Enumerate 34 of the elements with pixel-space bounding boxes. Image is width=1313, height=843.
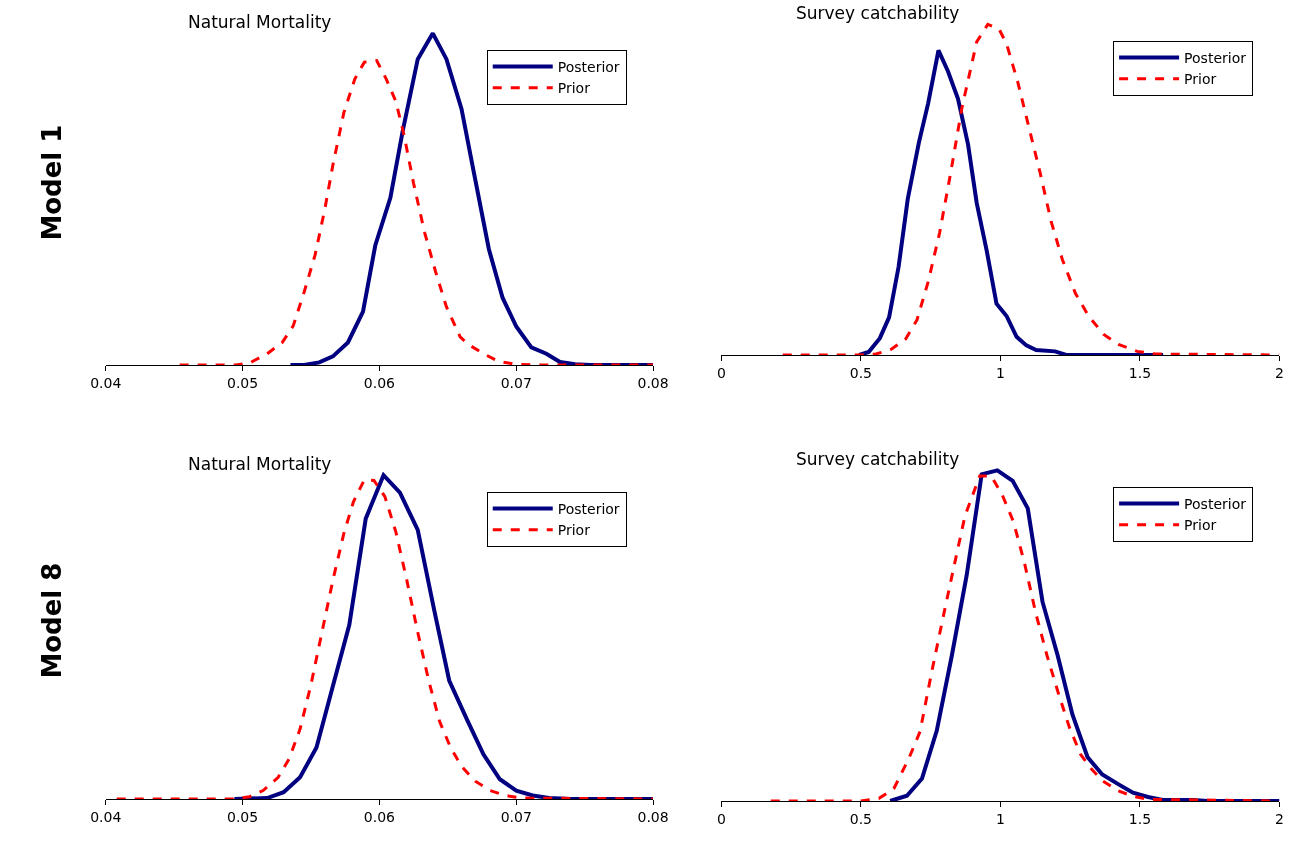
x-tick-label: 1 <box>995 810 1005 827</box>
text: Model 1 <box>36 124 67 241</box>
x-tick-label: 1 <box>995 364 1005 381</box>
x-tick-label: 0.08 <box>637 374 669 391</box>
x-tick-label: 0.06 <box>363 808 396 825</box>
x-tick-label: 0.04 <box>90 374 122 391</box>
chart-title: Survey catchability <box>796 449 960 469</box>
text: Model 8 <box>36 562 67 679</box>
x-tick-label: 0.5 <box>849 364 873 381</box>
legend-label: Prior <box>557 80 591 97</box>
chart-title: Survey catchability <box>796 3 960 23</box>
x-tick-label: 0 <box>716 810 726 827</box>
x-tick-label: 0.05 <box>227 374 259 391</box>
legend-label: Prior <box>557 522 591 539</box>
x-tick-label: 0.04 <box>90 808 122 825</box>
chart-title: Natural Mortality <box>188 454 332 474</box>
x-tick-label: 2 <box>1274 364 1284 381</box>
chart-title: Natural Mortality <box>188 12 332 32</box>
x-tick-label: 0.5 <box>849 810 873 827</box>
legend-label: Posterior <box>557 59 620 76</box>
x-tick-label: 0.08 <box>637 808 669 825</box>
x-tick-label: 1.5 <box>1128 364 1152 381</box>
legend-label: Prior <box>1184 71 1217 88</box>
x-tick-label: 0.07 <box>500 808 532 825</box>
legend-label: Prior <box>1184 517 1217 534</box>
x-tick-label: 0.05 <box>227 808 259 825</box>
x-tick-label: 0 <box>716 364 726 381</box>
x-tick-label: 1.5 <box>1128 810 1152 827</box>
legend-label: Posterior <box>1184 496 1247 513</box>
legend-label: Posterior <box>557 501 620 518</box>
x-tick-label: 2 <box>1274 810 1284 827</box>
x-tick-label: 0.07 <box>500 374 532 391</box>
x-tick-label: 0.06 <box>363 374 396 391</box>
legend-label: Posterior <box>1184 50 1247 67</box>
